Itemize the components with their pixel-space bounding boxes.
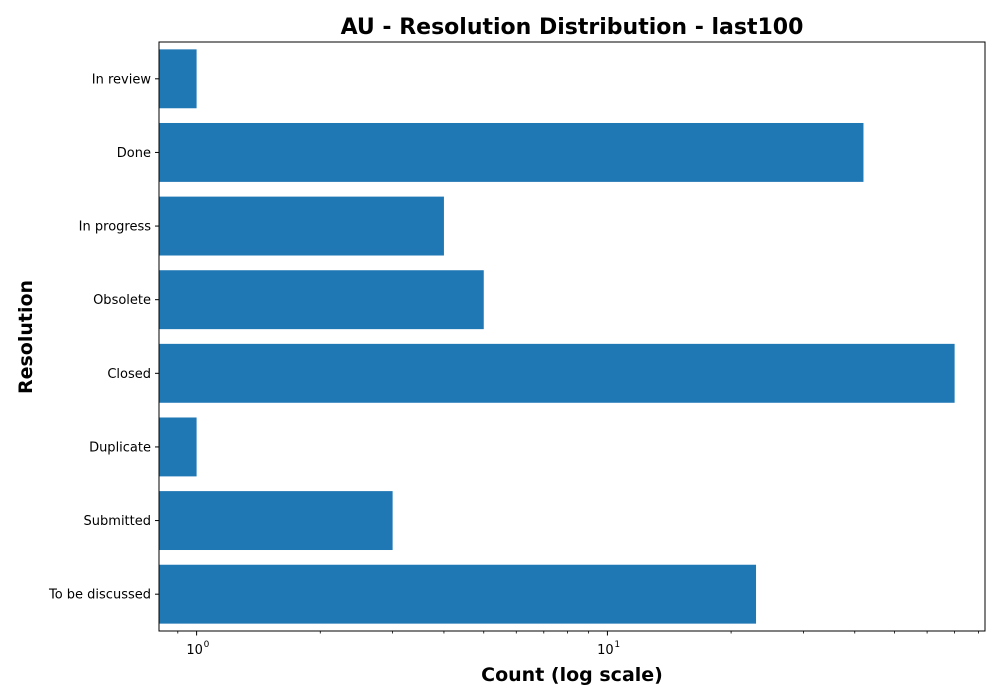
y-tick-label: Closed — [107, 367, 151, 382]
bar — [159, 491, 393, 551]
y-axis-label: Resolution — [15, 280, 37, 394]
bars-group — [159, 49, 955, 624]
bar — [159, 564, 757, 624]
bar — [159, 196, 444, 256]
y-tick-label: In review — [92, 72, 152, 87]
y-tick-label: Done — [117, 146, 151, 161]
y-tick-label: Duplicate — [89, 440, 151, 455]
bar — [159, 122, 864, 182]
chart-title: AU - Resolution Distribution - last100 — [341, 15, 804, 40]
bar — [159, 417, 197, 477]
y-tick-label: Submitted — [84, 514, 151, 529]
bar — [159, 49, 197, 109]
bar — [159, 270, 484, 330]
x-tick-label: 10 — [597, 643, 614, 658]
x-axis-label: Count (log scale) — [481, 664, 663, 686]
y-tick-label: Obsolete — [93, 293, 151, 308]
x-tick-exponent: 1 — [614, 640, 620, 650]
x-tick-label: 10 — [186, 643, 203, 658]
y-tick-label: In progress — [79, 220, 152, 235]
bar — [159, 343, 955, 403]
x-axis: 10 0 10 1 — [177, 631, 979, 658]
plot-frame — [158, 41, 986, 632]
y-axis: In review Done In progress Obsolete Closed Du… — [48, 72, 159, 603]
x-tick-exponent: 0 — [204, 640, 210, 650]
y-tick-label: To be discussed — [48, 588, 151, 603]
